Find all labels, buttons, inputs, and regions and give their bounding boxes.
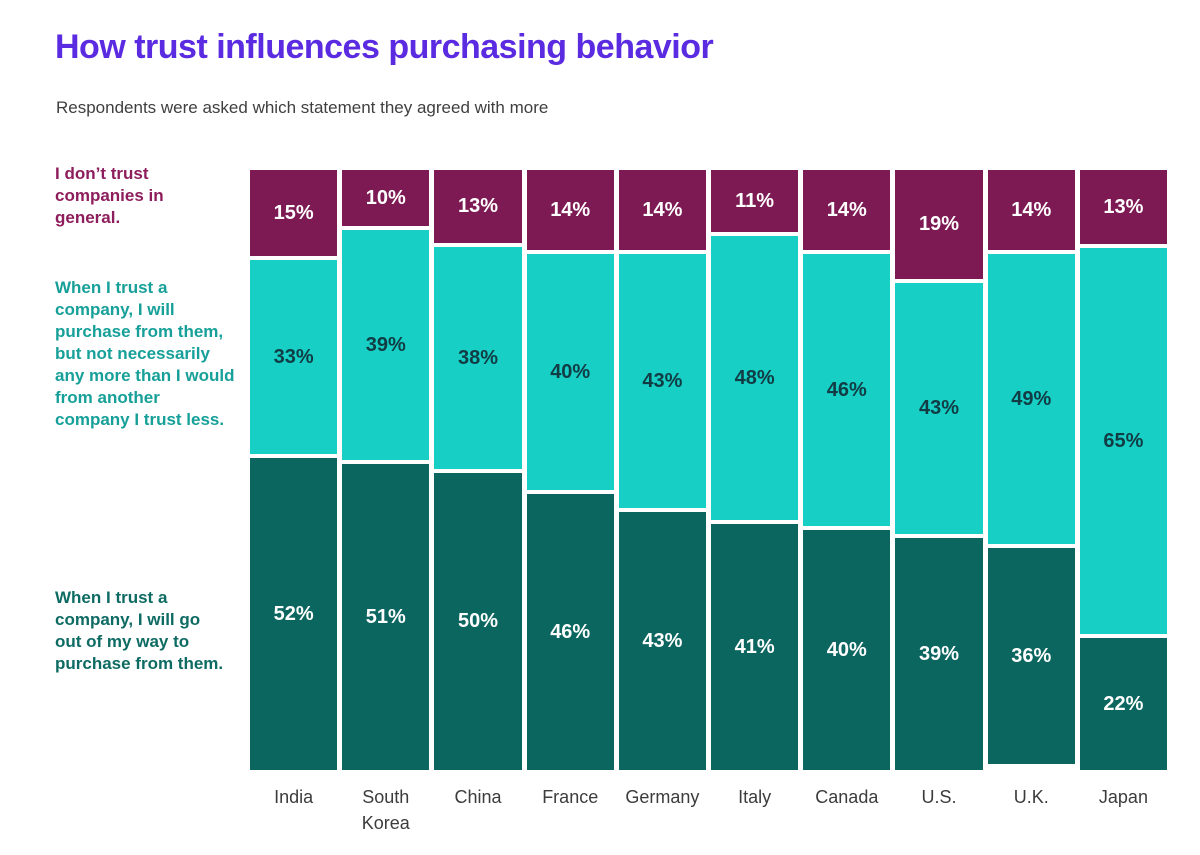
value-label: 43% (919, 397, 960, 420)
value-label: 22% (1103, 692, 1144, 715)
value-label: 41% (734, 635, 775, 658)
category-label: India (274, 787, 314, 807)
bar-segment: 15% (250, 170, 338, 260)
value-label: 39% (365, 333, 406, 356)
category-label: France (542, 787, 599, 807)
bar-segment: 41% (711, 524, 799, 770)
x-axis-labels: India South Korea China France Germany Italy C… (250, 784, 1167, 836)
value-label: 51% (365, 605, 406, 628)
value-label: 11% (735, 189, 775, 212)
bar-segment: 43% (618, 512, 707, 770)
bar-india: 15% 33% 52% (250, 170, 338, 770)
bar-segment: 10% (342, 170, 430, 230)
bar-segment: 38% (434, 247, 522, 473)
bar-segment: 48% (711, 236, 799, 524)
bar-segment: 43% (895, 282, 983, 539)
value-label: 40% (826, 638, 867, 661)
category-label: Canada (815, 787, 879, 807)
value-label: 38% (457, 346, 499, 369)
value-label: 46% (826, 378, 867, 401)
legend-label-go-out-of-way: When I trust a company, I will go out of… (55, 588, 224, 673)
bar-segment: 43% (618, 254, 707, 512)
chart-subtitle: Respondents were asked which statement t… (56, 98, 549, 117)
value-label: 15% (273, 201, 314, 224)
value-label: 39% (919, 642, 960, 665)
category-label: Italy (738, 787, 772, 807)
value-label: 14% (642, 198, 683, 221)
bar-china: 13% 38% 50% (434, 170, 522, 770)
category-label: Germany (625, 787, 700, 807)
bar-south-korea: 10% 39% 51% (342, 170, 430, 770)
value-label: 14% (550, 198, 591, 221)
value-label: 43% (642, 629, 683, 652)
legend-label-purchase-no-preference: When I trust a company, I will purchase … (55, 278, 235, 429)
bar-segment: 46% (526, 494, 614, 770)
category-label: Japan (1098, 787, 1148, 807)
category-label: U.K. (1013, 787, 1049, 807)
bar-segment: 39% (895, 538, 983, 770)
value-label: 52% (273, 602, 314, 625)
value-label: 65% (1103, 429, 1144, 452)
bar-segment: 14% (618, 170, 707, 254)
value-label: 36% (1011, 644, 1052, 667)
value-label: 33% (273, 345, 314, 368)
bar-u-s: 19% 43% 39% (895, 170, 983, 770)
bar-segment: 49% (987, 254, 1075, 548)
bar-segment: 11% (711, 170, 799, 236)
value-label: 50% (457, 609, 499, 632)
legend-label-distrust: I don’t trust companies in general. (55, 164, 164, 227)
bar-segment: 19% (895, 170, 983, 283)
bar-segment: 46% (803, 254, 891, 530)
value-label: 13% (1103, 195, 1144, 218)
bar-segment: 40% (803, 530, 891, 770)
legend-labels: I don’t trust companies in general. When… (55, 163, 235, 783)
stacked-bar-chart: 15% 33% 52% 10% 39% 51% 13% 38% 50% 14% 40% 46% 14% 4… (250, 170, 1168, 770)
category-label: U.S. (921, 787, 957, 807)
value-label: 40% (550, 360, 591, 383)
category-label: China (454, 787, 502, 807)
value-label: 14% (826, 198, 867, 221)
bar-segment: 65% (1079, 248, 1168, 638)
bar-segment: 22% (1079, 638, 1168, 770)
value-label: 46% (550, 620, 591, 643)
bar-segment: 52% (250, 458, 338, 770)
bar-germany: 14% 43% 43% (618, 170, 707, 770)
page-title: How trust influences purchasing behavior (55, 28, 714, 66)
bar-italy: 11% 48% 41% (711, 170, 799, 770)
value-label: 19% (919, 212, 960, 235)
bar-france: 14% 40% 46% (526, 170, 614, 770)
value-label: 43% (642, 369, 683, 392)
bar-u-k: 14% 49% 36% (987, 170, 1075, 770)
bar-japan: 13% 65% 22% (1079, 170, 1168, 770)
bar-segment: 13% (1079, 170, 1168, 248)
value-label: 13% (457, 195, 499, 218)
bar-segment: 14% (987, 170, 1075, 254)
bar-segment: 14% (526, 170, 614, 254)
bar-segment: 39% (342, 230, 430, 464)
bar-segment: 14% (803, 170, 891, 254)
bar-segment: 51% (342, 464, 430, 770)
value-label: 48% (734, 366, 775, 389)
value-label: 49% (1011, 387, 1052, 410)
bar-segment: 33% (250, 260, 338, 458)
value-label: 10% (365, 186, 406, 209)
bar-segment: 50% (434, 473, 522, 770)
bar-segment: 13% (434, 170, 522, 248)
category-label: South Korea (361, 787, 410, 833)
value-label: 14% (1011, 198, 1052, 221)
bar-canada: 14% 46% 40% (803, 170, 891, 770)
bar-segment: 36% (987, 548, 1075, 764)
bar-segment: 40% (526, 254, 614, 494)
